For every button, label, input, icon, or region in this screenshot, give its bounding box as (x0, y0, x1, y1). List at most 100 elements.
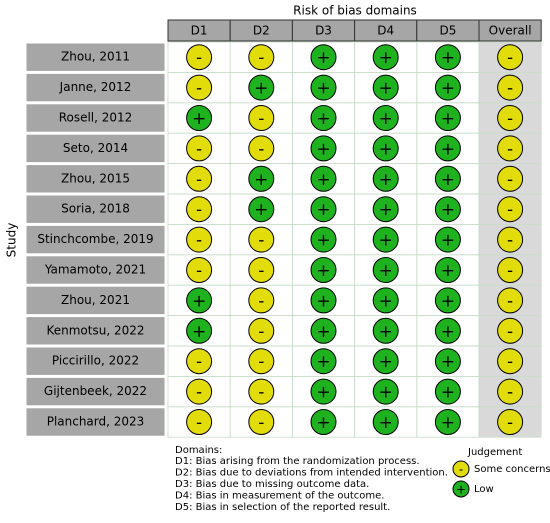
judgement-circle (186, 44, 213, 71)
column-header: D1 (191, 24, 208, 38)
judgement-symbol: + (441, 352, 455, 372)
judgement-symbol: - (507, 352, 513, 372)
cell (478, 406, 542, 438)
judgement-symbol: + (379, 139, 393, 159)
judgement-symbol: + (441, 231, 455, 251)
domain-line: D2: Bias due to deviations from intended… (175, 468, 448, 479)
judgement-symbol: - (507, 383, 513, 403)
judgement-symbol: + (316, 139, 330, 159)
judgement-symbol: - (507, 413, 513, 433)
judgement-symbol: + (316, 48, 330, 68)
judgement-circle (186, 378, 213, 405)
judgement-circle (310, 74, 337, 101)
judgement-circle (248, 105, 275, 131)
judgement-symbol: - (507, 109, 513, 129)
judgement-symbol: + (192, 109, 206, 129)
judgement-symbol: - (507, 261, 513, 281)
judgement-circle (434, 378, 461, 405)
judgement-symbol: + (441, 383, 455, 403)
judgement-symbol: + (316, 291, 330, 311)
judgement-circle (310, 196, 337, 223)
judgement-symbol: - (507, 291, 513, 311)
judgement-symbol: - (258, 413, 264, 433)
judgement-circle (497, 287, 524, 314)
judgement-symbol: + (192, 322, 206, 342)
judgement-circle (248, 44, 275, 71)
study-box (25, 224, 166, 255)
judgement-circle (434, 196, 461, 223)
judgement-circle (497, 226, 524, 253)
judgement-circle (248, 74, 275, 101)
judgement-symbol: + (379, 200, 393, 220)
study-label: Zhou, 2015 (61, 171, 130, 185)
judgement-symbol: + (379, 48, 393, 68)
judgement-circle (497, 74, 524, 101)
study-box (25, 255, 166, 285)
legend-label: Some concerns (474, 464, 550, 475)
judgement-circle (310, 105, 337, 131)
judgement-circle (186, 257, 213, 283)
judgement-symbol: - (507, 139, 513, 159)
legend-title: Judgement (467, 447, 522, 458)
legend-label: Low (474, 484, 494, 495)
judgement-symbol: + (441, 48, 455, 68)
study-label: Rosell, 2012 (59, 111, 133, 125)
judgement-symbol: - (196, 200, 202, 220)
judgement-symbol: - (258, 291, 264, 311)
judgement-circle (186, 74, 213, 101)
domain-line: D3: Bias due to missing outcome data. (175, 479, 369, 490)
study-box (25, 346, 166, 376)
judgement-symbol: + (441, 109, 455, 129)
judgement-circle (372, 317, 399, 344)
judgement-symbol: + (441, 261, 455, 281)
judgement-circle (248, 378, 275, 405)
judgement-symbol: + (379, 413, 393, 433)
judgement-symbol: - (196, 231, 202, 251)
judgement-circle (248, 135, 275, 162)
judgement-symbol: + (254, 170, 268, 190)
judgement-symbol: + (316, 413, 330, 433)
judgement-circle (186, 317, 213, 344)
judgement-circle (434, 348, 461, 375)
judgement-symbol: + (316, 79, 330, 99)
judgement-circle (497, 44, 524, 71)
judgement-circle (248, 317, 275, 344)
judgement-symbol: + (379, 261, 393, 281)
judgement-symbol: - (507, 79, 513, 99)
judgement-circle (372, 226, 399, 253)
judgement-symbol: - (258, 139, 264, 159)
judgement-symbol: + (441, 170, 455, 190)
judgement-symbol: + (316, 383, 330, 403)
judgement-circle (497, 165, 524, 192)
column-header: D3 (315, 24, 332, 38)
judgement-circle (186, 165, 213, 192)
judgement-circle (372, 165, 399, 192)
study-label: Stinchcombe, 2019 (37, 232, 153, 246)
judgement-circle (248, 409, 275, 435)
judgement-circle (497, 196, 524, 223)
judgement-circle (248, 287, 275, 314)
judgement-symbol: - (196, 383, 202, 403)
judgement-circle (372, 287, 399, 314)
study-box (25, 42, 166, 72)
judgement-symbol: + (441, 322, 455, 342)
judgement-symbol: + (379, 231, 393, 251)
judgement-circle (310, 257, 337, 283)
judgement-symbol: + (441, 79, 455, 99)
judgement-symbol: + (316, 109, 330, 129)
judgement-circle (434, 226, 461, 253)
judgement-symbol: + (379, 291, 393, 311)
domains-title: Domains: (175, 445, 222, 456)
legend-circle (452, 460, 470, 478)
judgement-circle (248, 348, 275, 375)
judgement-circle (248, 257, 275, 283)
judgement-circle (186, 287, 213, 314)
judgement-symbol: + (441, 291, 455, 311)
judgement-symbol: + (316, 322, 330, 342)
judgement-circle (186, 105, 213, 131)
judgement-circle (434, 165, 461, 192)
study-label: Gijtenbeek, 2022 (44, 384, 147, 398)
title: Risk of bias domains (293, 4, 417, 18)
judgement-symbol: + (316, 352, 330, 372)
judgement-circle (310, 165, 337, 192)
